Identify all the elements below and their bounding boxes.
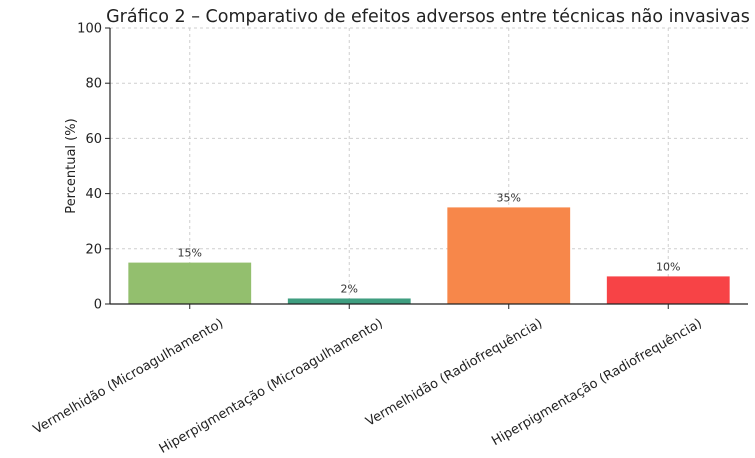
bars-layer	[128, 207, 730, 304]
y-tick-label: 40	[85, 187, 102, 202]
bar[interactable]	[447, 207, 571, 304]
labels-layer: 0 20 40 60 80 100 15% Vermelhidão (Microagulham…	[31, 22, 705, 457]
y-tick-label: 20	[85, 242, 102, 257]
y-tick-label: 100	[77, 22, 102, 37]
y-tick-label: 0	[94, 298, 102, 313]
y-axis-label: Percentual (%)	[64, 118, 79, 213]
bar[interactable]	[128, 262, 252, 304]
x-tick-label: Vermelhidão (Microagulhamento)	[31, 316, 226, 437]
bar-value-label: 10%	[656, 260, 680, 273]
x-tick-label: Vermelhidão (Radiofrequência)	[363, 316, 545, 430]
bar-value-label: 2%	[341, 282, 358, 295]
y-tick-label: 60	[85, 132, 102, 147]
axes-layer	[105, 27, 748, 309]
bar-value-label: 35%	[497, 191, 521, 204]
y-tick-label: 80	[85, 77, 102, 92]
bar[interactable]	[606, 276, 730, 304]
chart-title: Gráfico 2 – Comparativo de efeitos adver…	[106, 7, 750, 27]
bar-value-label: 15%	[178, 247, 202, 260]
bar[interactable]	[287, 298, 411, 304]
